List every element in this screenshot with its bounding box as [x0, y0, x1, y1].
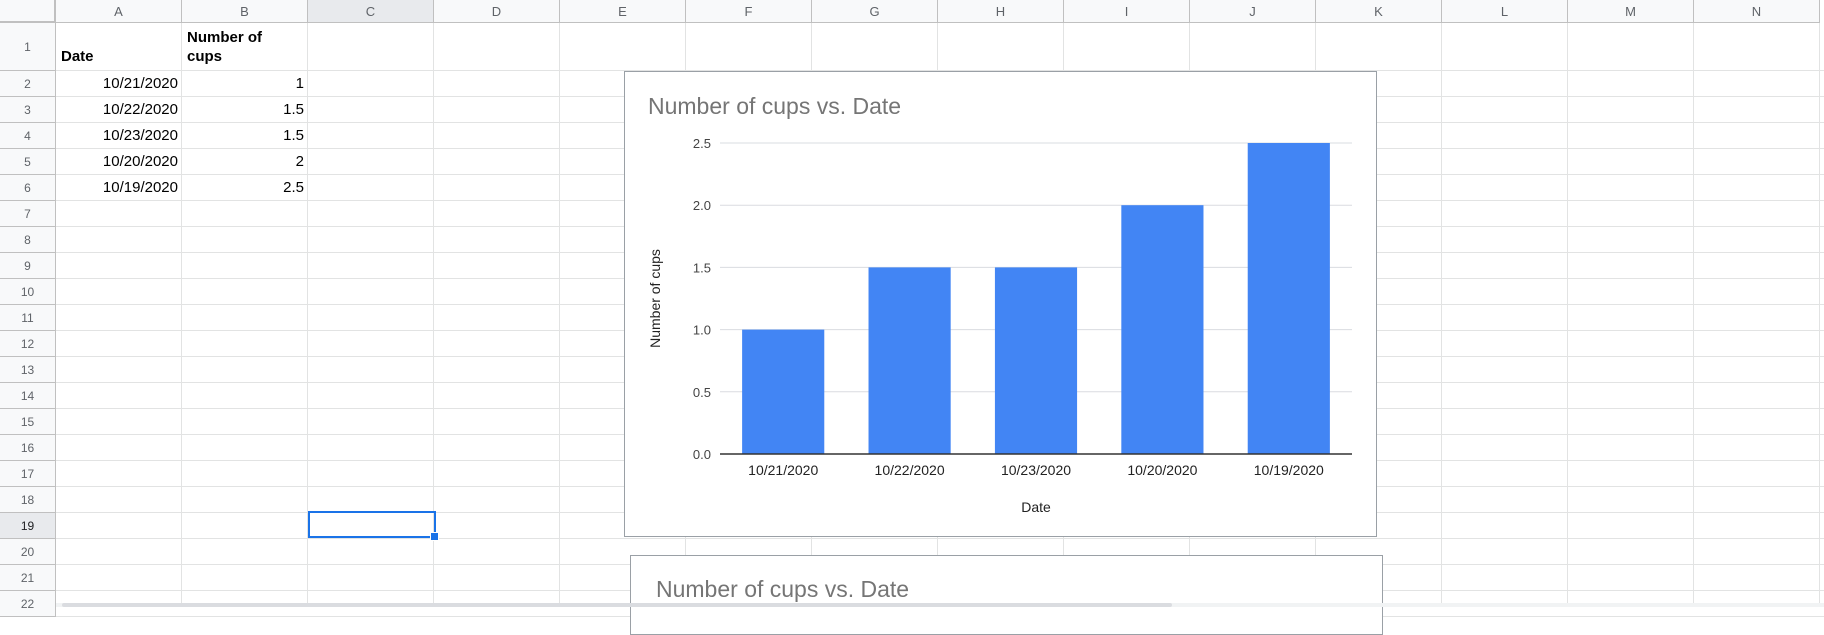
column-header-h[interactable]: H	[938, 0, 1064, 23]
bar	[994, 267, 1078, 454]
row-header-11[interactable]: 11	[0, 305, 56, 331]
x-axis-title: Date	[1021, 499, 1051, 515]
row-header-16[interactable]: 16	[0, 435, 56, 461]
x-tick-label: 10/23/2020	[1001, 462, 1071, 478]
row-header-9[interactable]: 9	[0, 253, 56, 279]
column-gridline	[307, 23, 308, 607]
row-header-10[interactable]: 10	[0, 279, 56, 305]
bar	[868, 267, 951, 454]
header-cups-line2: cups	[187, 48, 223, 65]
column-header-j[interactable]: J	[1190, 0, 1316, 23]
cell-cups[interactable]: 2	[295, 153, 304, 170]
column-gridline	[1819, 23, 1820, 607]
selected-cell-c19[interactable]	[308, 511, 436, 538]
column-gridline	[1567, 23, 1568, 607]
chart-title: Number of cups vs. Date	[648, 93, 902, 119]
row-header-18[interactable]: 18	[0, 487, 56, 513]
row-header-4[interactable]: 4	[0, 123, 56, 149]
y-tick-label: 1.5	[693, 260, 711, 275]
row-header-21[interactable]: 21	[0, 565, 56, 591]
bar	[1247, 143, 1330, 454]
bar-chart-plot: 0.0 0.5 1.0 1.5 2.0 2.5 10/21/2020 10/22/2020 10…	[647, 136, 1352, 515]
x-tick-label: 10/19/2020	[1254, 462, 1324, 478]
column-header-e[interactable]: E	[560, 0, 686, 23]
horizontal-scrollbar[interactable]	[56, 603, 1824, 607]
column-header-n[interactable]: N	[1694, 0, 1820, 23]
chart-number-of-cups-2[interactable]: Number of cups vs. Date	[630, 555, 1383, 635]
column-header-g[interactable]: G	[812, 0, 938, 23]
row-header-2[interactable]: 2	[0, 71, 56, 97]
cell-cups[interactable]: 1.5	[283, 101, 304, 118]
cell-cups[interactable]: 2.5	[283, 179, 304, 196]
bar	[1121, 205, 1204, 454]
x-tick-label: 10/20/2020	[1127, 462, 1197, 478]
row-header-6[interactable]: 6	[0, 175, 56, 201]
column-header-d[interactable]: D	[434, 0, 560, 23]
row-header-15[interactable]: 15	[0, 409, 56, 435]
cell-cups[interactable]: 1.5	[283, 127, 304, 144]
select-all-corner[interactable]	[0, 0, 56, 23]
column-header-a[interactable]: A	[56, 0, 182, 23]
cell-date[interactable]: 10/21/2020	[102, 75, 178, 92]
header-date[interactable]: Date	[61, 48, 94, 65]
y-tick-label: 1.0	[693, 323, 711, 338]
y-tick-label: 0.0	[693, 447, 711, 462]
x-tick-label: 10/21/2020	[748, 462, 818, 478]
x-tick-label: 10/22/2020	[875, 462, 945, 478]
row-header-1[interactable]: 1	[0, 23, 56, 71]
column-gridline	[1693, 23, 1694, 607]
chart-number-of-cups[interactable]: Number of cups vs. Date 0.0 0.5 1.0 1.5 2.0 2…	[624, 71, 1377, 537]
column-header-l[interactable]: L	[1442, 0, 1568, 23]
row-header-12[interactable]: 12	[0, 331, 56, 357]
column-gridline	[181, 23, 182, 607]
column-gridline	[559, 23, 560, 607]
cell-date[interactable]: 10/23/2020	[102, 127, 178, 144]
row-header-8[interactable]: 8	[0, 227, 56, 253]
column-header-k[interactable]: K	[1316, 0, 1442, 23]
row-header-5[interactable]: 5	[0, 149, 56, 175]
row-header-19[interactable]: 19	[0, 513, 56, 539]
column-header-c[interactable]: C	[308, 0, 434, 23]
y-tick-label: 2.5	[693, 136, 711, 151]
cell-cups[interactable]: 1	[295, 75, 304, 92]
row-gridline	[56, 70, 1824, 71]
y-axis-title: Number of cups	[647, 249, 663, 348]
cell-date[interactable]: 10/22/2020	[102, 101, 178, 118]
y-tick-label: 2.0	[693, 198, 711, 213]
row-header-3[interactable]: 3	[0, 97, 56, 123]
fill-handle[interactable]	[430, 532, 439, 541]
column-header-f[interactable]: F	[686, 0, 812, 23]
row-gridline	[56, 538, 1824, 539]
column-header-b[interactable]: B	[182, 0, 308, 23]
row-header-13[interactable]: 13	[0, 357, 56, 383]
chart-2-title: Number of cups vs. Date	[656, 576, 910, 602]
row-header-22[interactable]: 22	[0, 591, 56, 617]
column-gridline	[1441, 23, 1442, 607]
y-tick-label: 0.5	[693, 385, 711, 400]
bar	[742, 329, 825, 454]
cell-date[interactable]: 10/20/2020	[102, 153, 178, 170]
cell-date[interactable]: 10/19/2020	[102, 179, 178, 196]
column-header-m[interactable]: M	[1568, 0, 1694, 23]
column-gridline	[433, 23, 434, 607]
horizontal-scrollbar-thumb[interactable]	[62, 603, 1172, 607]
header-number-of-cups[interactable]: Number of cups	[183, 28, 308, 66]
header-cups-line1: Number of	[187, 29, 262, 46]
row-header-17[interactable]: 17	[0, 461, 56, 487]
row-header-20[interactable]: 20	[0, 539, 56, 565]
column-header-i[interactable]: I	[1064, 0, 1190, 23]
row-header-14[interactable]: 14	[0, 383, 56, 409]
row-header-7[interactable]: 7	[0, 201, 56, 227]
